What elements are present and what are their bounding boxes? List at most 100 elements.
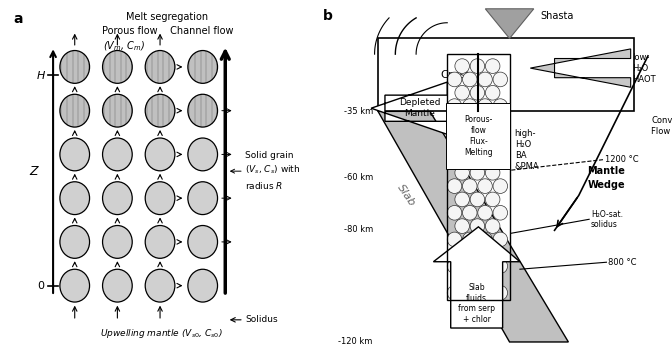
Text: Porous flow    Channel flow: Porous flow Channel flow <box>101 26 233 36</box>
FancyBboxPatch shape <box>446 103 510 169</box>
Circle shape <box>455 245 470 260</box>
Circle shape <box>60 51 89 83</box>
Circle shape <box>188 182 218 215</box>
Circle shape <box>470 166 485 180</box>
Text: Melt segregation: Melt segregation <box>126 12 208 22</box>
Circle shape <box>448 205 462 220</box>
Circle shape <box>455 139 470 153</box>
Circle shape <box>485 59 500 73</box>
Bar <box>448 54 509 300</box>
Circle shape <box>455 112 470 127</box>
Circle shape <box>493 99 507 114</box>
Text: Upwelling mantle ($V_{s0}$, $C_{s0}$): Upwelling mantle ($V_{s0}$, $C_{s0}$) <box>100 327 222 340</box>
Circle shape <box>103 51 132 83</box>
Circle shape <box>455 192 470 207</box>
Text: 800 °C: 800 °C <box>608 258 636 267</box>
Circle shape <box>103 94 132 127</box>
Circle shape <box>493 179 507 193</box>
Circle shape <box>470 59 485 73</box>
Text: $Z$: $Z$ <box>29 165 40 178</box>
Circle shape <box>493 286 507 300</box>
Circle shape <box>145 182 175 215</box>
Circle shape <box>448 232 462 247</box>
Circle shape <box>60 138 89 171</box>
Circle shape <box>462 286 477 300</box>
Text: 1200 °C: 1200 °C <box>605 155 638 164</box>
Text: b: b <box>323 9 333 23</box>
Text: Shasta: Shasta <box>541 11 574 21</box>
Polygon shape <box>485 9 534 38</box>
Circle shape <box>188 94 218 127</box>
Circle shape <box>470 272 485 287</box>
Circle shape <box>188 51 218 83</box>
Text: low-
H₂O
HAOT: low- H₂O HAOT <box>632 52 656 84</box>
Circle shape <box>470 219 485 234</box>
Circle shape <box>448 179 462 193</box>
Circle shape <box>145 51 175 83</box>
Circle shape <box>485 219 500 234</box>
Circle shape <box>448 72 462 87</box>
Text: Crust: Crust <box>440 70 470 80</box>
Circle shape <box>493 205 507 220</box>
Circle shape <box>60 269 89 302</box>
Circle shape <box>455 272 470 287</box>
Text: ($V_m$, $C_m$): ($V_m$, $C_m$) <box>103 40 145 53</box>
Circle shape <box>462 99 477 114</box>
Polygon shape <box>371 82 448 135</box>
Circle shape <box>103 269 132 302</box>
Circle shape <box>462 72 477 87</box>
Circle shape <box>145 138 175 171</box>
Circle shape <box>478 125 493 140</box>
Circle shape <box>60 94 89 127</box>
Polygon shape <box>530 49 630 87</box>
Text: -120 km: -120 km <box>338 337 372 346</box>
Circle shape <box>60 225 89 258</box>
Text: -35 km: -35 km <box>343 107 373 116</box>
Circle shape <box>478 259 493 273</box>
Circle shape <box>188 138 218 171</box>
Circle shape <box>493 259 507 273</box>
Circle shape <box>478 232 493 247</box>
Circle shape <box>455 219 470 234</box>
Circle shape <box>448 259 462 273</box>
Circle shape <box>470 192 485 207</box>
Circle shape <box>485 166 500 180</box>
Text: -60 km: -60 km <box>343 173 373 182</box>
Circle shape <box>60 182 89 215</box>
Text: Slab: Slab <box>394 183 417 208</box>
Text: a: a <box>13 12 22 26</box>
Text: -80 km: -80 km <box>343 225 373 234</box>
Text: Porous-
flow
Flux-
Melting: Porous- flow Flux- Melting <box>464 115 493 157</box>
Circle shape <box>470 85 485 100</box>
Circle shape <box>455 59 470 73</box>
Circle shape <box>493 72 507 87</box>
Circle shape <box>462 125 477 140</box>
Circle shape <box>478 205 493 220</box>
Circle shape <box>485 192 500 207</box>
Text: Depleted
Mantle: Depleted Mantle <box>398 98 440 118</box>
Circle shape <box>478 286 493 300</box>
Circle shape <box>478 152 493 167</box>
Text: Mantle
Wedge: Mantle Wedge <box>587 166 626 190</box>
Text: Slab
fluids
from serp
+ chlor: Slab fluids from serp + chlor <box>458 283 495 324</box>
Circle shape <box>455 85 470 100</box>
Circle shape <box>188 225 218 258</box>
Circle shape <box>493 125 507 140</box>
Circle shape <box>462 179 477 193</box>
Circle shape <box>493 232 507 247</box>
Circle shape <box>448 152 462 167</box>
Circle shape <box>485 245 500 260</box>
Circle shape <box>485 139 500 153</box>
Circle shape <box>103 225 132 258</box>
Text: Convection
Flow Line: Convection Flow Line <box>651 116 672 136</box>
Circle shape <box>145 225 175 258</box>
Circle shape <box>470 245 485 260</box>
Text: Solid grain
($V_s$, $C_s$) with
radius $R$: Solid grain ($V_s$, $C_s$) with radius $… <box>245 151 301 191</box>
Circle shape <box>485 112 500 127</box>
Circle shape <box>448 99 462 114</box>
Circle shape <box>470 112 485 127</box>
Text: $H$: $H$ <box>36 69 46 82</box>
Circle shape <box>470 139 485 153</box>
Polygon shape <box>378 111 569 342</box>
Circle shape <box>462 232 477 247</box>
